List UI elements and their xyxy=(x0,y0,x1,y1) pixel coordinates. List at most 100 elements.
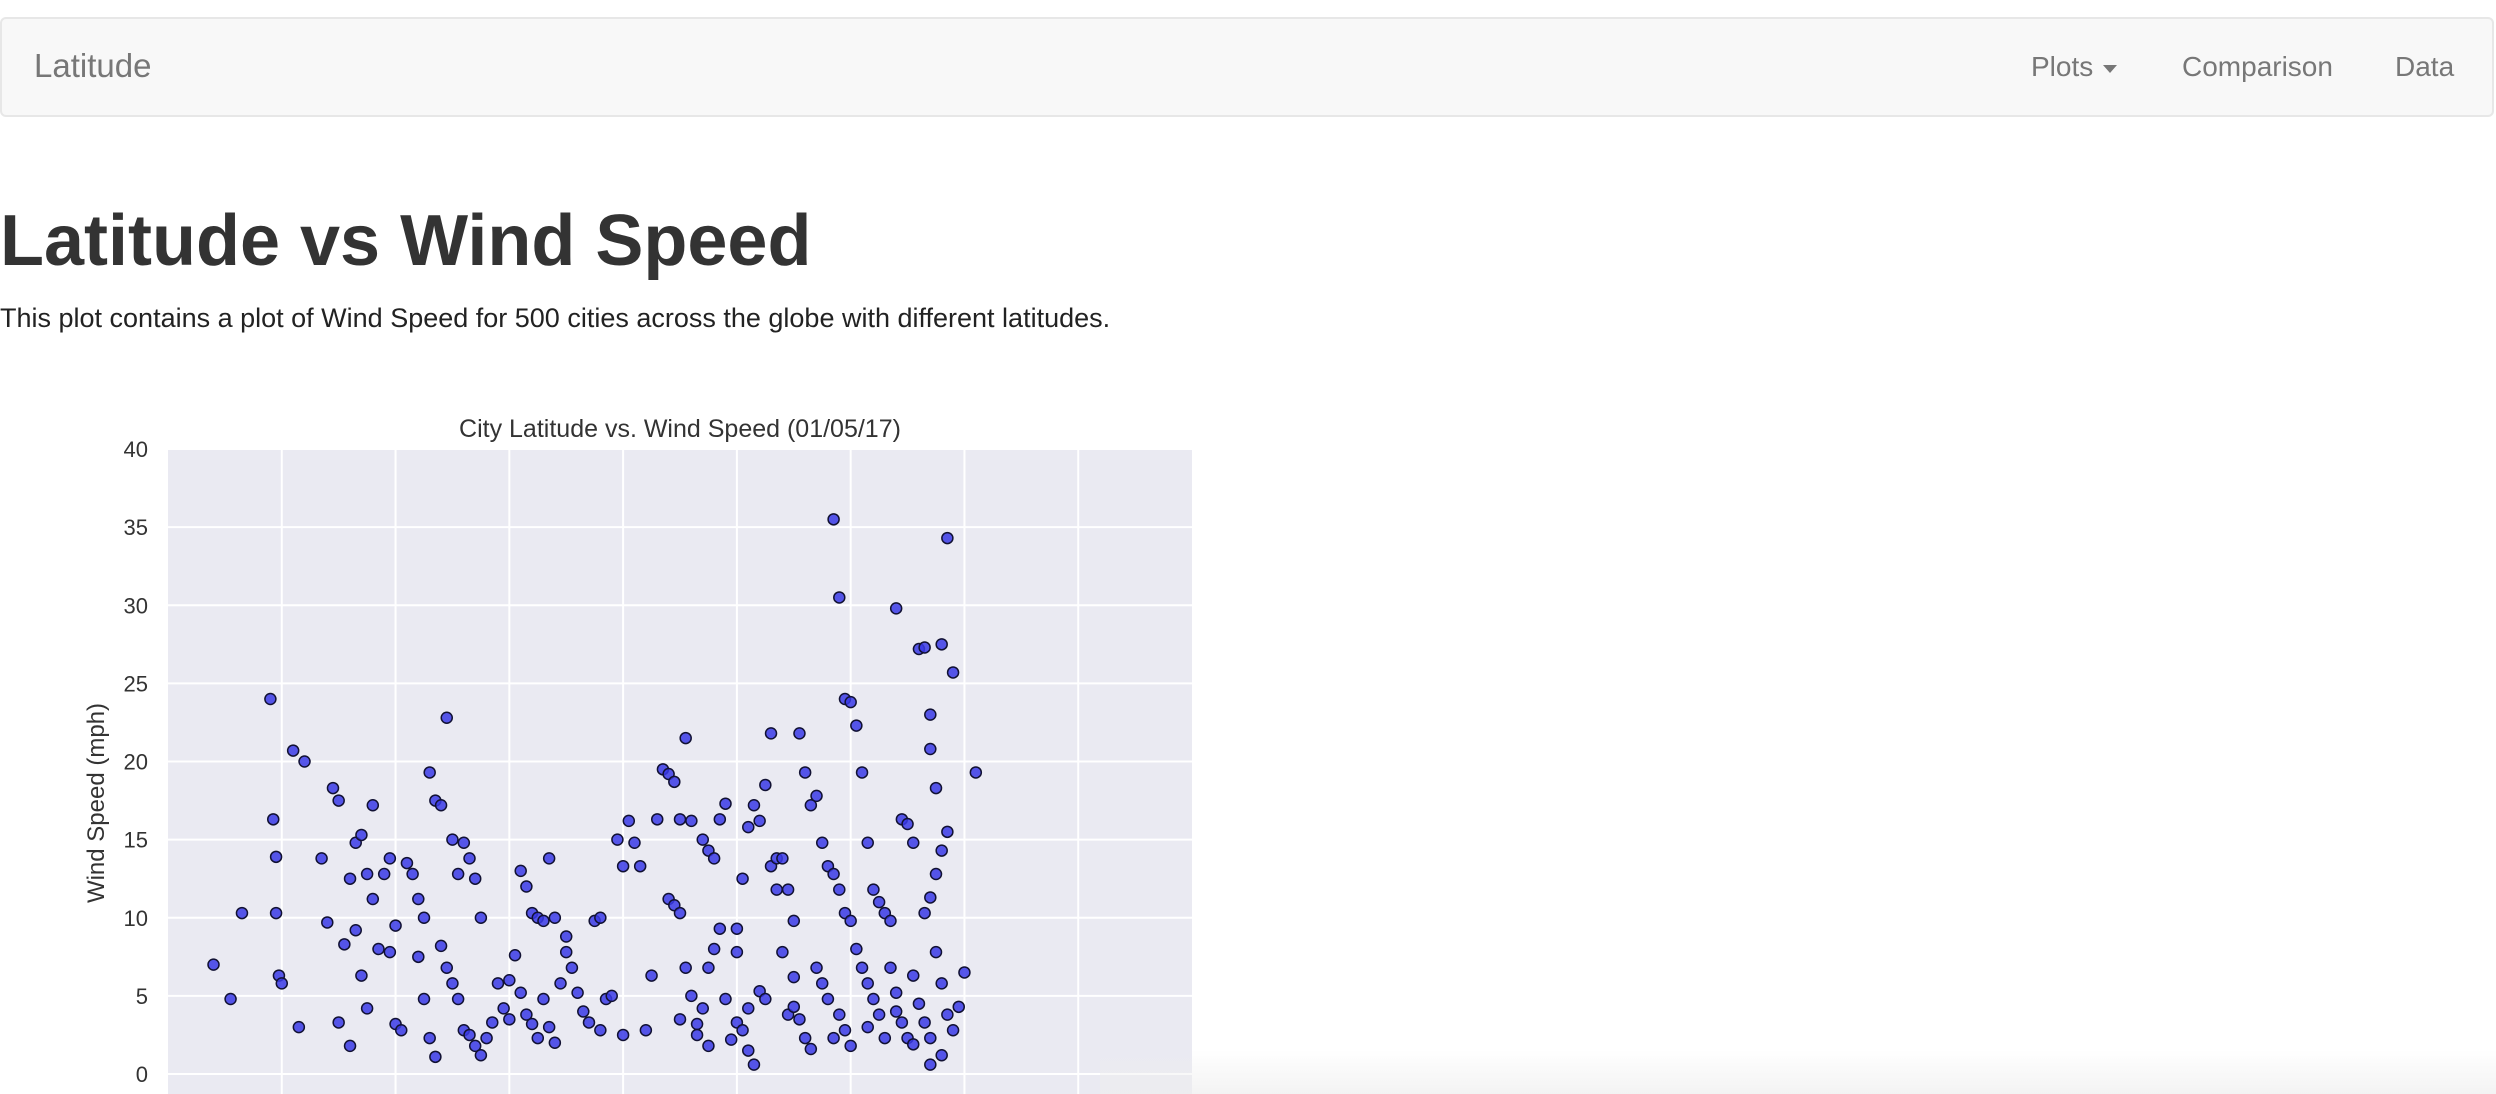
data-point xyxy=(941,531,954,545)
y-tick-label: 5 xyxy=(136,984,148,1009)
y-tick-label: 25 xyxy=(124,671,148,696)
data-point xyxy=(713,922,727,935)
data-point xyxy=(736,872,749,885)
data-point xyxy=(798,766,812,779)
data-point xyxy=(571,986,584,999)
data-point xyxy=(747,799,761,812)
data-point xyxy=(577,1005,590,1018)
data-point xyxy=(292,1020,306,1034)
nav-data[interactable]: Data xyxy=(2395,51,2455,82)
data-point xyxy=(861,1020,874,1034)
data-point xyxy=(264,692,277,706)
bottom-shadow xyxy=(1100,1050,2496,1094)
data-point xyxy=(941,1008,954,1021)
data-point xyxy=(872,895,886,909)
data-point xyxy=(776,945,789,959)
plot-area xyxy=(168,449,1192,1094)
data-point xyxy=(850,719,863,732)
data-point xyxy=(321,916,334,929)
nav-plots-label: Plots xyxy=(2031,51,2094,82)
data-point xyxy=(759,992,772,1006)
data-point xyxy=(332,1016,345,1029)
data-point xyxy=(742,1044,755,1057)
data-points xyxy=(207,513,983,1071)
data-point xyxy=(736,1024,749,1037)
data-point xyxy=(525,1017,539,1031)
data-point xyxy=(360,867,374,881)
data-point xyxy=(929,867,943,881)
data-point xyxy=(298,755,311,768)
nav-plots-dropdown[interactable]: Plots xyxy=(2031,51,2118,83)
data-point xyxy=(958,966,971,979)
data-point xyxy=(503,1013,516,1026)
data-point xyxy=(429,1050,442,1064)
data-point xyxy=(946,1024,960,1037)
data-point xyxy=(360,1002,374,1015)
data-point xyxy=(582,1016,596,1029)
data-point xyxy=(559,945,573,959)
data-point xyxy=(679,961,692,974)
data-point xyxy=(611,833,624,846)
data-point xyxy=(377,867,391,881)
y-tick-label: 15 xyxy=(124,828,148,853)
data-point xyxy=(929,945,943,959)
data-point xyxy=(952,1000,966,1014)
data-point xyxy=(929,781,943,795)
data-point xyxy=(394,1024,408,1037)
data-point xyxy=(793,1013,806,1026)
data-point xyxy=(787,914,801,928)
data-point xyxy=(269,850,283,864)
data-point xyxy=(924,1031,937,1045)
data-point xyxy=(486,1016,499,1029)
data-point xyxy=(463,852,476,865)
data-point xyxy=(474,1049,488,1062)
data-point xyxy=(787,970,801,984)
data-point xyxy=(514,864,527,878)
data-point xyxy=(565,961,579,974)
data-point xyxy=(542,852,556,865)
data-point xyxy=(594,911,607,924)
data-point xyxy=(417,992,431,1006)
data-point xyxy=(383,945,397,959)
data-point xyxy=(685,989,698,1003)
data-point xyxy=(804,799,818,812)
data-point xyxy=(867,992,880,1006)
data-point xyxy=(918,1016,931,1029)
data-point xyxy=(810,789,823,803)
y-tick-label: 0 xyxy=(136,1062,148,1087)
data-point xyxy=(463,1028,476,1042)
data-point xyxy=(935,844,948,857)
chart-title: City Latitude vs. Wind Speed (01/05/17) xyxy=(459,415,901,443)
data-point xyxy=(901,817,914,831)
data-point xyxy=(605,989,618,1003)
data-point xyxy=(668,775,681,789)
data-point xyxy=(815,836,829,849)
data-point xyxy=(434,799,448,812)
data-point xyxy=(650,813,664,826)
data-point xyxy=(406,867,419,881)
nav-comparison[interactable]: Comparison xyxy=(2182,51,2333,82)
data-point xyxy=(821,992,835,1006)
data-point xyxy=(924,891,937,904)
data-point xyxy=(924,708,937,721)
data-point xyxy=(815,977,829,990)
data-point xyxy=(286,744,300,757)
data-point xyxy=(781,883,795,896)
data-point xyxy=(924,1058,937,1071)
data-point xyxy=(804,1042,818,1056)
data-point xyxy=(827,513,840,526)
data-point xyxy=(423,1031,436,1045)
data-point xyxy=(491,977,505,990)
brand-link[interactable]: Latitude xyxy=(34,47,152,84)
data-point xyxy=(446,977,459,990)
data-point xyxy=(918,906,931,920)
data-point xyxy=(423,766,436,779)
data-point xyxy=(548,1036,562,1049)
data-point xyxy=(224,992,237,1006)
data-point xyxy=(440,711,454,724)
data-point xyxy=(827,1031,840,1045)
data-point xyxy=(542,1020,556,1034)
data-point xyxy=(332,794,345,807)
data-point xyxy=(707,852,721,865)
data-point xyxy=(793,727,806,740)
